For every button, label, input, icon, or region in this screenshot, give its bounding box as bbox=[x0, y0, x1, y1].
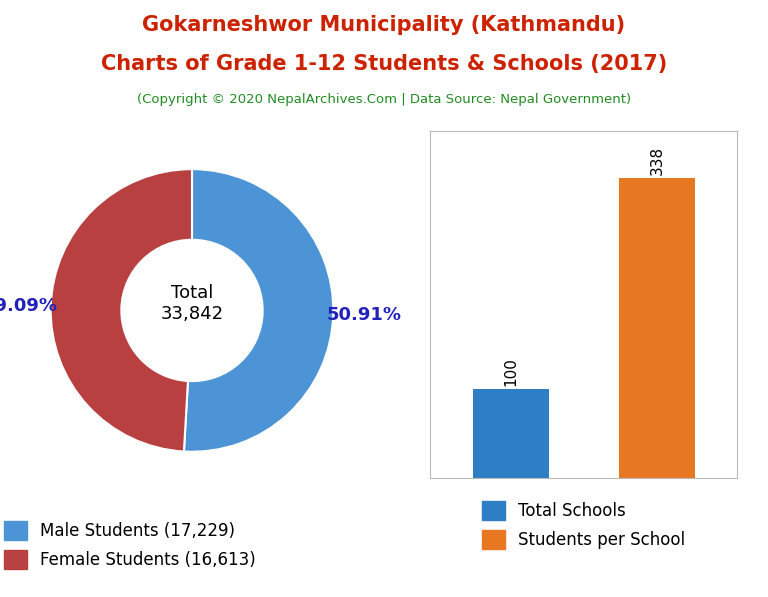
Text: Total
33,842: Total 33,842 bbox=[161, 284, 223, 323]
Legend: Male Students (17,229), Female Students (16,613): Male Students (17,229), Female Students … bbox=[0, 512, 264, 578]
Text: 338: 338 bbox=[649, 146, 664, 175]
Text: 100: 100 bbox=[503, 357, 518, 386]
Bar bbox=[472, 389, 548, 478]
Bar bbox=[619, 177, 695, 478]
Text: Charts of Grade 1-12 Students & Schools (2017): Charts of Grade 1-12 Students & Schools … bbox=[101, 54, 667, 74]
Text: 50.91%: 50.91% bbox=[327, 306, 402, 324]
Legend: Total Schools, Students per School: Total Schools, Students per School bbox=[475, 494, 692, 556]
Wedge shape bbox=[184, 169, 333, 452]
Text: Gokarneshwor Municipality (Kathmandu): Gokarneshwor Municipality (Kathmandu) bbox=[142, 15, 626, 35]
Wedge shape bbox=[51, 169, 192, 451]
Text: 49.09%: 49.09% bbox=[0, 297, 57, 315]
Text: (Copyright © 2020 NepalArchives.Com | Data Source: Nepal Government): (Copyright © 2020 NepalArchives.Com | Da… bbox=[137, 93, 631, 106]
